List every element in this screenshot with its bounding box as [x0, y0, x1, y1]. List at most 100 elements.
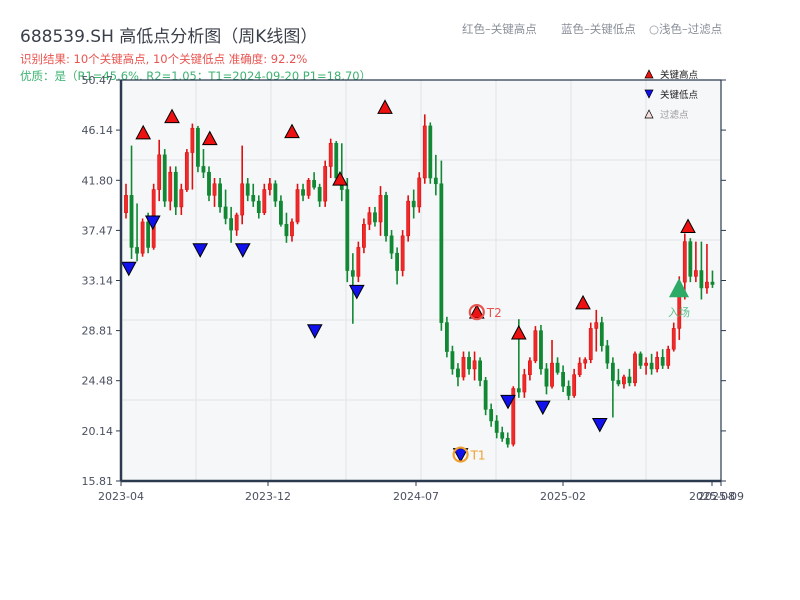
- candle: [273, 180, 278, 207]
- candle: [173, 166, 178, 216]
- y-tick-label: 41.80: [82, 174, 114, 187]
- candle: [710, 270, 715, 288]
- candle: [616, 368, 621, 387]
- key-high-marker: [164, 108, 180, 124]
- candle: [555, 357, 560, 375]
- candle: [400, 230, 405, 277]
- candle: [234, 212, 239, 236]
- candle: [671, 322, 676, 352]
- candle: [594, 309, 599, 352]
- key-low-marker: [591, 417, 608, 433]
- entry-label: 入场: [668, 305, 690, 319]
- candle: [384, 191, 388, 242]
- x-tick-label: 2023-04: [98, 490, 144, 503]
- y-tick-label: 15.81: [82, 475, 114, 488]
- candle: [168, 166, 173, 211]
- y-tick-label: 46.14: [82, 124, 114, 137]
- candle: [223, 189, 228, 225]
- key-high-marker: [332, 171, 348, 186]
- entry-marker: [669, 278, 689, 298]
- candle: [610, 357, 615, 418]
- triangle-up-icon: [644, 69, 654, 79]
- key-low-marker: [120, 261, 137, 277]
- key-low-marker: [144, 215, 161, 231]
- triangle-up-hollow-icon: [644, 109, 654, 119]
- y-tick-label: 20.14: [82, 425, 114, 438]
- candle: [267, 177, 272, 196]
- candle: [356, 241, 361, 283]
- candle: [483, 376, 488, 416]
- candle: [649, 353, 654, 375]
- candle: [229, 206, 234, 243]
- candle: [433, 154, 438, 196]
- candle: [362, 218, 366, 254]
- candle: [201, 149, 206, 178]
- candle: [478, 357, 482, 387]
- candle: [290, 218, 294, 242]
- candle: [212, 177, 217, 207]
- top-legend-red: 红色–关键高点: [462, 22, 537, 36]
- candle: [550, 339, 554, 389]
- candle: [444, 316, 449, 358]
- candle: [705, 243, 709, 294]
- candle: [345, 177, 350, 283]
- y-tick-label: 37.47: [82, 224, 114, 237]
- x-tick-label: 2023-12: [245, 490, 291, 503]
- candle: [467, 351, 471, 375]
- x-tick-label: 2025-02: [540, 490, 586, 503]
- top-legend-blue: 蓝色–关键低点: [561, 22, 636, 36]
- candle: [251, 183, 256, 207]
- annotation-label: T2: [486, 306, 502, 320]
- candle: [422, 114, 427, 184]
- chart-legend: 关键高点 关键低点 过滤点: [644, 64, 698, 124]
- candle: [428, 122, 433, 184]
- candle: [395, 247, 400, 285]
- candle: [461, 351, 466, 381]
- candle: [583, 357, 588, 369]
- y-tick-label: 28.81: [82, 325, 114, 338]
- candle: [638, 351, 643, 369]
- key-high-marker: [680, 218, 696, 234]
- y-tick-label: 24.48: [82, 375, 114, 388]
- candle: [527, 357, 532, 381]
- candle: [162, 149, 167, 207]
- y-tick-label: 33.14: [82, 275, 114, 288]
- candle: [328, 138, 333, 178]
- chart-title: 688539.SH 高低点分析图（周K线图）: [20, 27, 318, 47]
- candle: [472, 351, 477, 381]
- candle: [633, 351, 637, 387]
- candle: [129, 145, 134, 259]
- candle: [301, 183, 305, 202]
- candle: [682, 233, 687, 300]
- candle: [500, 426, 505, 442]
- candle: [572, 368, 577, 398]
- candle: [262, 183, 267, 216]
- legend-item-key-low: 关键低点: [644, 84, 698, 104]
- legend-item-filtered: 过滤点: [644, 104, 698, 124]
- annotation-label: T1: [470, 449, 486, 463]
- annotation-ring-t1: [452, 446, 469, 463]
- candle: [655, 351, 660, 373]
- top-legend-filtered: ○浅色–过滤点: [649, 22, 723, 36]
- candle: [157, 139, 162, 202]
- candle: [660, 349, 665, 369]
- candle: [240, 145, 245, 225]
- candle: [312, 172, 317, 190]
- key-high-marker: [284, 123, 300, 139]
- candle: [184, 149, 189, 192]
- key-high-marker: [201, 130, 218, 146]
- candle: [284, 212, 289, 243]
- candle: [627, 368, 632, 387]
- candle: [196, 125, 200, 173]
- candle: [207, 166, 211, 202]
- key-high-marker: [135, 124, 152, 140]
- candle: [306, 177, 311, 199]
- triangle-down-icon: [644, 89, 654, 99]
- candle: [334, 140, 339, 184]
- key-high-marker: [575, 294, 591, 310]
- key-low-marker: [348, 284, 365, 300]
- candle: [439, 160, 444, 331]
- candle: [494, 415, 499, 439]
- candle: [389, 230, 394, 259]
- key-low-marker: [234, 243, 251, 258]
